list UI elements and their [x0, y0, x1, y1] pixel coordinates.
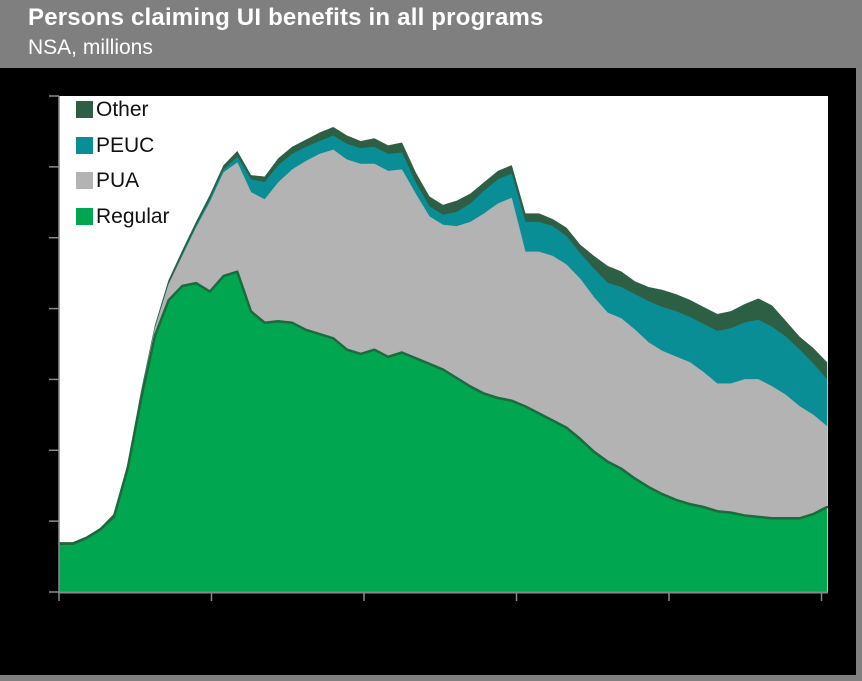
regular-swatch-icon [76, 207, 93, 225]
other-swatch-icon [76, 101, 93, 119]
pua-swatch-icon [76, 172, 93, 190]
legend-item-peuc: PEUC [76, 128, 170, 164]
window-edge-bottom [0, 675, 862, 681]
legend-label: Regular [96, 204, 170, 228]
legend-item-pua: PUA [76, 163, 170, 199]
legend-item-regular: Regular [76, 199, 170, 235]
chart-legend: Other PEUC PUA Regular [76, 92, 170, 234]
window-edge-right [856, 68, 862, 681]
page-subtitle: NSA, millions [28, 36, 153, 59]
legend-label: Other [96, 98, 149, 122]
legend-label: PEUC [96, 133, 155, 157]
app-header: Persons claiming UI benefits in all prog… [0, 0, 862, 68]
peuc-swatch-icon [76, 136, 93, 154]
legend-label: PUA [96, 169, 140, 193]
legend-item-other: Other [76, 92, 170, 128]
page-title: Persons claiming UI benefits in all prog… [28, 4, 544, 31]
